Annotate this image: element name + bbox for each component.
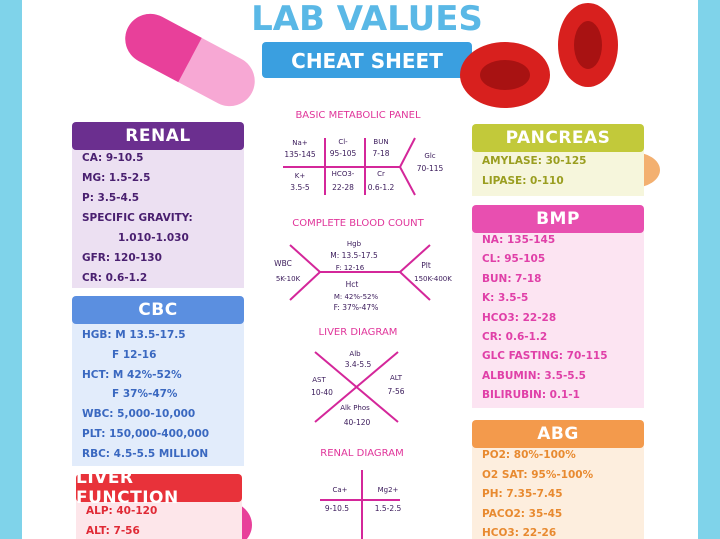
- panel-item: F 12-16: [112, 348, 157, 361]
- diagram-label: Mg2+: [378, 486, 399, 494]
- panel-item: PLT: 150,000-400,000: [82, 428, 210, 440]
- panel-title: CBC: [72, 296, 244, 324]
- panel-item: BUN: 7-18: [482, 272, 542, 285]
- diagram-label: 7-56: [387, 387, 404, 396]
- diagram-label: Glc: [424, 152, 435, 160]
- diagram-label: 0.6-1.2: [368, 183, 395, 192]
- diagram-label: M: 42%-52%: [334, 293, 379, 301]
- panel-item: ALP: 40-120: [86, 505, 158, 517]
- diagram-label: Hct: [346, 280, 359, 289]
- panel-item: HCO3: 22-28: [482, 311, 557, 324]
- diagram-label: Plt: [421, 261, 431, 270]
- diagram-label: M: 13.5-17.5: [330, 251, 378, 260]
- panel-item: WBC: 5,000-10,000: [82, 408, 196, 421]
- panel-title: RENAL: [72, 122, 244, 150]
- panel-title: LIVER FUNCTION: [76, 468, 242, 508]
- diagram-label: WBC: [274, 259, 292, 268]
- panel-title: PANCREAS: [472, 124, 644, 152]
- panel-body: [72, 136, 244, 288]
- diagram-label: 40-120: [344, 418, 371, 427]
- diagram-label: 9-10.5: [325, 504, 349, 513]
- panel-item: ALBUMIN: 3.5-5.5: [482, 369, 586, 382]
- panel-item: F 37%-47%: [112, 388, 178, 401]
- panel-item: HGB: M 13.5-17.5: [82, 329, 186, 341]
- diagram-title: COMPLETE BLOOD COUNT: [292, 218, 424, 229]
- diagram-label: 22-28: [332, 183, 354, 192]
- panel-item: PH: 7.35-7.45: [482, 488, 563, 501]
- panel-body: [472, 434, 644, 539]
- diagram-label: ALT: [390, 374, 403, 382]
- diagram-label: 3.5-5: [290, 183, 310, 192]
- panel-item: AMYLASE: 30-125: [482, 155, 587, 167]
- diagram-label: 7-18: [372, 149, 389, 158]
- diagram-label: 135-145: [284, 150, 316, 159]
- diagram-label: Na+: [292, 139, 308, 147]
- panel-item: CL: 95-105: [482, 253, 546, 266]
- diagram-label: F: 37%-47%: [334, 303, 379, 312]
- diagram-title: RENAL DIAGRAM: [320, 448, 403, 459]
- diagram-label: 1.5-2.5: [375, 504, 402, 513]
- diagram-label: Alb: [349, 350, 361, 358]
- panel-item: O2 SAT: 95%-100%: [482, 468, 594, 481]
- panel-item: HCT: M 42%-52%: [82, 368, 182, 381]
- panel-item: MG: 1.5-2.5: [82, 172, 151, 184]
- panel-title: BMP: [472, 205, 644, 233]
- diagram-label: Cl-: [338, 138, 348, 146]
- diagram-label: 95-105: [330, 149, 357, 158]
- panel-item: NA: 135-145: [482, 234, 556, 246]
- diagram-label: 150K-400K: [414, 275, 452, 283]
- panel-item: LIPASE: 0-110: [482, 175, 564, 187]
- panel-item: BILIRUBIN: 0.1-1: [482, 389, 580, 402]
- panel-item: HCO3: 22-26: [482, 527, 557, 539]
- panel-item: CR: 0.6-1.2: [82, 272, 148, 284]
- diagram-label: 70-115: [417, 164, 444, 173]
- panel-title: ABG: [472, 420, 644, 448]
- panel-item: GLC FASTING: 70-115: [482, 350, 608, 363]
- panel-item: CA: 9-10.5: [82, 152, 144, 164]
- diagram-label: HCO3-: [332, 170, 355, 178]
- diagram-label: 3.4-5.5: [345, 360, 372, 369]
- diagram-title: LIVER DIAGRAM: [319, 327, 398, 338]
- panel-item: P: 3.5-4.5: [82, 192, 140, 204]
- panel-body: [72, 310, 244, 466]
- panel-item: RBC: 4.5-5.5 MILLION: [82, 447, 209, 460]
- diagram-label: F: 12-16: [336, 264, 365, 272]
- panel-item: 1.010-1.030: [118, 232, 189, 244]
- panel-item: PACO2: 35-45: [482, 507, 563, 520]
- panel-item: K: 3.5-5: [482, 292, 529, 305]
- diagram-title: BASIC METABOLIC PANEL: [295, 110, 421, 121]
- panel-item: ALT: 7-56: [86, 525, 140, 537]
- diagram-label: 5K-10K: [276, 275, 301, 283]
- panel-body: [472, 219, 644, 408]
- diagram-label: 10-40: [311, 388, 333, 397]
- panel-item: SPECIFIC GRAVITY:: [82, 212, 193, 224]
- subtitle: CHEAT SHEET: [291, 49, 443, 73]
- diagram-label: Hgb: [347, 240, 362, 248]
- diagram-label: K+: [295, 172, 306, 180]
- panel-item: PO2: 80%-100%: [482, 449, 576, 461]
- diagram-label: Alk Phos: [340, 404, 370, 412]
- diagram-label: Cr: [377, 170, 385, 178]
- diagram-label: AST: [312, 376, 326, 384]
- panel-item: CR: 0.6-1.2: [482, 331, 548, 343]
- title: LAB VALUES: [251, 0, 483, 39]
- panel-item: GFR: 120-130: [82, 252, 162, 264]
- diagram-label: BUN: [373, 138, 388, 146]
- diagram-label: Ca+: [332, 486, 347, 494]
